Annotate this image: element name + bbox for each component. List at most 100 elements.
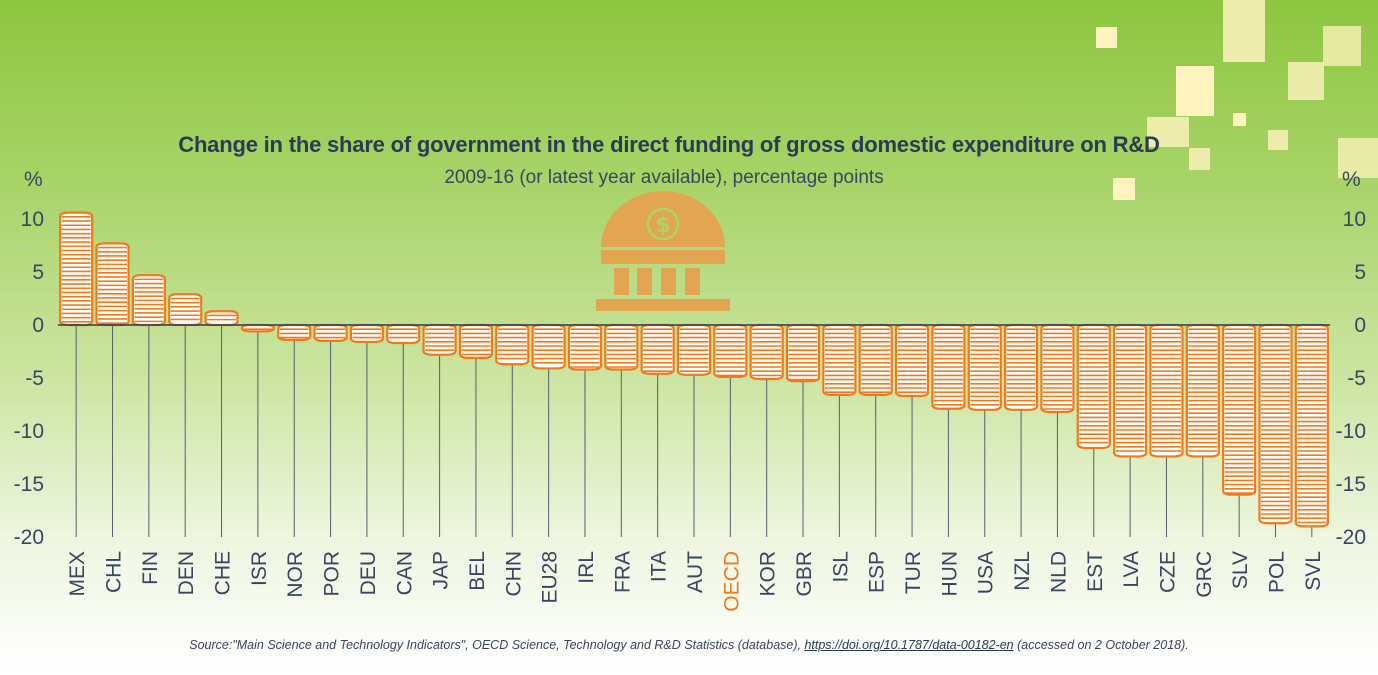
source-link[interactable]: https://doi.org/10.1787/data-00182-en	[804, 638, 1014, 652]
bar-eu28	[531, 323, 566, 370]
y-tick-label-right: 0	[1354, 314, 1366, 337]
bar-pol	[1258, 323, 1293, 525]
bar-est	[1076, 323, 1111, 450]
bank-dollar-icon: $	[596, 191, 730, 311]
bar-nor	[277, 323, 312, 341]
decor-square	[1147, 117, 1189, 147]
bar-ita	[640, 323, 675, 375]
y-tick-label-right: 5	[1354, 261, 1366, 284]
x-tick-label-fra: FRA	[611, 551, 634, 593]
x-tick-label-nzl: NZL	[1011, 551, 1034, 591]
decor-square	[1338, 138, 1378, 178]
x-tick-label-isl: ISL	[829, 551, 852, 583]
x-tick-label-svl: SVL	[1302, 551, 1325, 591]
bar-isl	[822, 323, 857, 397]
x-tick-label-por: POR	[321, 551, 344, 597]
x-tick-label-oecd: OECD	[720, 551, 743, 612]
decor-square	[1113, 178, 1135, 200]
bar-jap	[422, 323, 457, 356]
decor-square	[1323, 26, 1361, 66]
chart-title: Change in the share of government in the…	[178, 132, 1160, 157]
bar-oecd	[713, 323, 748, 379]
y-tick-label-left: 0	[32, 314, 44, 337]
y-tick-label-left: -20	[14, 526, 44, 549]
bar-fra	[604, 323, 639, 371]
x-tick-label-est: EST	[1084, 551, 1107, 592]
x-tick-label-deu: DEU	[357, 551, 380, 595]
x-tick-label-can: CAN	[393, 551, 416, 595]
bar-bel	[458, 323, 494, 359]
x-tick-label-fin: FIN	[139, 551, 162, 585]
x-tick-label-cze: CZE	[1156, 551, 1179, 593]
bar-den	[168, 293, 203, 327]
x-tick-label-bel: BEL	[466, 551, 489, 591]
bar-slv	[1222, 323, 1257, 496]
bar-can	[386, 323, 421, 345]
x-tick-label-grc: GRC	[1193, 551, 1216, 598]
bar-grc	[1185, 323, 1220, 458]
x-tick-label-slv: SLV	[1229, 551, 1252, 589]
y-tick-label-right: -5	[1347, 367, 1366, 390]
x-tick-label-aut: AUT	[684, 551, 707, 593]
chart-subtitle: 2009-16 (or latest year available), perc…	[444, 167, 884, 188]
y-tick-label-right: -15	[1336, 473, 1366, 496]
y-tick-label-right: -10	[1336, 420, 1366, 443]
y-tick-label-left: 10	[21, 208, 44, 231]
bar-isr	[240, 323, 275, 333]
source-prefix: Source:"Main Science and Technology Indi…	[189, 638, 805, 652]
decor-square	[1096, 27, 1117, 48]
bar-chn	[495, 323, 530, 366]
bar-esp	[858, 323, 893, 397]
source-suffix: (accessed on 2 October 2018).	[1013, 638, 1189, 652]
x-tick-label-usa: USA	[975, 551, 998, 594]
decor-square	[1176, 66, 1214, 116]
x-tick-label-eu28: EU28	[539, 551, 562, 604]
x-tick-label-lva: LVA	[1120, 551, 1143, 588]
x-tick-label-gbr: GBR	[793, 551, 816, 597]
bar-svl	[1294, 323, 1329, 528]
decor-square	[1268, 130, 1288, 150]
bar-cze	[1149, 323, 1184, 458]
y-tick-label-left: -5	[25, 367, 44, 390]
x-tick-label-che: CHE	[212, 551, 235, 595]
x-tick-label-chl: CHL	[103, 551, 126, 593]
bar-kor	[749, 323, 784, 381]
x-tick-label-chn: CHN	[502, 551, 525, 597]
bar-nzl	[1003, 323, 1039, 411]
x-tick-label-nor: NOR	[284, 551, 307, 598]
x-tick-label-isr: ISR	[248, 551, 271, 586]
decor-square	[1233, 113, 1246, 126]
bar-gbr	[785, 323, 821, 383]
bar-irl	[567, 323, 603, 371]
x-tick-label-hun: HUN	[938, 551, 961, 597]
x-tick-label-esp: ESP	[866, 551, 889, 593]
svg-text:$: $	[655, 213, 670, 238]
bar-por	[313, 323, 348, 342]
bar-che	[204, 310, 239, 327]
y-tick-label-right: -20	[1336, 526, 1366, 549]
decor-square	[1189, 148, 1210, 170]
y-tick-label-left: -10	[14, 420, 44, 443]
bar-usa	[967, 323, 1002, 411]
x-tick-label-den: DEN	[175, 551, 198, 595]
x-tick-label-jap: JAP	[430, 551, 453, 590]
y-tick-label-left: -15	[14, 473, 44, 496]
bar-deu	[349, 323, 385, 344]
y-tick-label-left: 5	[32, 261, 44, 284]
y-axis-unit-left: %	[24, 168, 43, 191]
x-tick-label-pol: POL	[1265, 551, 1288, 593]
decor-square	[1223, 0, 1265, 62]
bar-nld	[1040, 323, 1075, 414]
y-tick-label-right: 10	[1343, 208, 1366, 231]
bar-fin	[131, 274, 166, 327]
x-tick-label-mex: MEX	[66, 551, 89, 597]
source-note: Source:"Main Science and Technology Indi…	[0, 638, 1378, 652]
x-tick-label-kor: KOR	[757, 551, 780, 597]
bar-lva	[1113, 323, 1148, 458]
x-tick-label-irl: IRL	[575, 551, 598, 584]
x-tick-label-ita: ITA	[648, 551, 671, 582]
x-tick-label-tur: TUR	[902, 551, 925, 594]
y-axis-unit-right: %	[1342, 168, 1361, 191]
